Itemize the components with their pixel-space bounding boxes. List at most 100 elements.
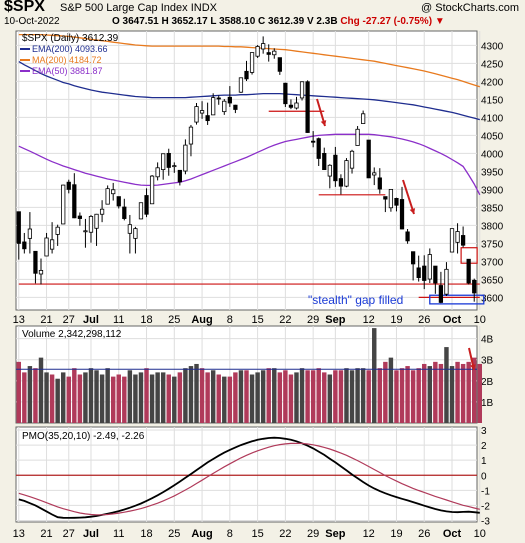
volume-bar [244, 370, 249, 423]
ma-line-ema200 [18, 61, 480, 121]
chart-date: 10-Oct-2022 [4, 16, 60, 27]
volume-tick-label: 1B [481, 398, 494, 409]
volume-bar [233, 372, 238, 423]
candle-body [38, 269, 44, 275]
volume-bar [383, 361, 388, 423]
gap-filled-annotation: "stealth" gap filled [308, 293, 403, 307]
price-tick-label: 4150 [481, 95, 504, 106]
x-axis-label-top: 21 [40, 314, 52, 326]
candle-body [455, 231, 460, 243]
volume-bar [160, 372, 166, 423]
candle-body [322, 152, 327, 170]
x-axis-label-top: 12 [363, 314, 375, 326]
candle-body [211, 97, 216, 116]
ma-line-ma200 [18, 33, 480, 88]
candle-body [144, 195, 149, 215]
volume-bar [77, 374, 83, 423]
change-down-icon: ▼ [434, 16, 445, 27]
volume-bar [460, 363, 466, 423]
volume-bar [238, 370, 244, 423]
candle-body [222, 100, 227, 113]
x-axis-label-bottom: 21 [40, 528, 52, 540]
candle-body [472, 279, 477, 294]
volume-bar [183, 368, 188, 423]
volume-bar [16, 361, 21, 423]
candle-body [238, 77, 244, 93]
price-tick-label: 3800 [481, 221, 504, 232]
pmo-tick-label: -3 [481, 516, 490, 527]
volume-bar [433, 361, 438, 423]
candle-body [155, 167, 160, 178]
candle-body [22, 241, 27, 250]
volume-bar [122, 376, 127, 423]
x-axis-label-bottom: 19 [390, 528, 402, 540]
down-arrow-1-head [320, 120, 327, 126]
x-axis-label-bottom: Sep [325, 528, 345, 540]
ohlc-values: O 3647.51 H 3652.17 L 3588.10 C 3612.39 … [112, 16, 338, 27]
candle-body [44, 237, 49, 257]
volume-bar [355, 368, 360, 423]
x-axis-label-bottom: Jul [83, 528, 99, 540]
volume-bar [27, 366, 33, 423]
candle-body [422, 265, 427, 281]
candle-body [366, 139, 371, 179]
pmo-tick-label: 3 [481, 426, 487, 437]
candle-body [399, 199, 405, 230]
volume-bar [388, 357, 394, 423]
candle-body [244, 70, 249, 80]
legend-entry: MA(200) 4184.72 [32, 55, 102, 65]
legend-entry: EMA(50) 3881.87 [32, 66, 103, 76]
candle-body [333, 154, 338, 182]
volume-bar [127, 370, 133, 423]
x-axis-label-bottom: 25 [168, 528, 180, 540]
candle-body [377, 177, 382, 190]
site-credit: @ StockCharts.com [421, 2, 519, 14]
down-arrow-2-head [409, 208, 416, 214]
volume-tick-label: 2B [481, 377, 494, 388]
volume-bar [410, 370, 416, 423]
candle-body [16, 211, 21, 244]
volume-bar [288, 374, 294, 423]
candle-body [111, 189, 116, 195]
volume-bar [166, 374, 171, 423]
x-axis-label-bottom: 29 [307, 528, 319, 540]
candle-body [122, 206, 127, 219]
volume-bar [149, 374, 155, 423]
candle-body [199, 110, 205, 114]
price-tick-label: 4000 [481, 149, 504, 160]
candle-body [188, 126, 194, 145]
candle-body [149, 175, 155, 205]
candle-body [216, 97, 221, 100]
ohlc-readout: O 3647.51 H 3652.17 L 3588.10 C 3612.39 … [112, 16, 445, 27]
candle-body [394, 197, 399, 206]
price-change: Chg -27.27 (-0.75%) [340, 16, 433, 27]
volume-arrow-head [470, 364, 476, 370]
x-axis-label-bottom: Oct [443, 528, 462, 540]
volume-bar [99, 374, 105, 423]
volume-bar [133, 374, 138, 423]
x-axis-label-top: 15 [251, 314, 263, 326]
volume-bar [294, 372, 299, 423]
x-axis-label-top: Jul [83, 314, 99, 326]
x-axis-label-bottom: 22 [279, 528, 291, 540]
volume-bar [277, 372, 283, 423]
volume-bar [155, 372, 160, 423]
volume-bar [55, 378, 60, 423]
candle-body [172, 165, 177, 168]
symbol: $SPX [4, 0, 45, 15]
x-axis-label-top: 13 [13, 314, 25, 326]
candle-body [88, 215, 94, 233]
x-axis-label-top: Sep [325, 314, 345, 326]
x-axis-label-bottom: 8 [227, 528, 233, 540]
x-axis-label-top: Aug [191, 314, 212, 326]
exchange: INDX [190, 2, 217, 14]
gap-filled-box [429, 294, 485, 305]
volume-bar [249, 374, 255, 423]
volume-bar [366, 370, 371, 423]
candle-body [83, 230, 88, 233]
ma-line-ema50 [18, 133, 481, 196]
volume-bar [338, 370, 344, 423]
x-axis-label-bottom: 15 [251, 528, 263, 540]
x-axis-label-top: 26 [418, 314, 430, 326]
x-axis-label-bottom: 10 [474, 528, 486, 540]
